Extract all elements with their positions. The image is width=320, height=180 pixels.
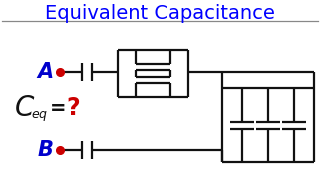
Text: =: = [50, 98, 67, 118]
Text: ?: ? [66, 96, 80, 120]
Text: B: B [37, 140, 53, 160]
Text: Equivalent Capacitance: Equivalent Capacitance [45, 4, 275, 23]
Text: $C$: $C$ [14, 94, 35, 122]
Text: $eq$: $eq$ [31, 109, 48, 123]
Text: A: A [37, 62, 53, 82]
